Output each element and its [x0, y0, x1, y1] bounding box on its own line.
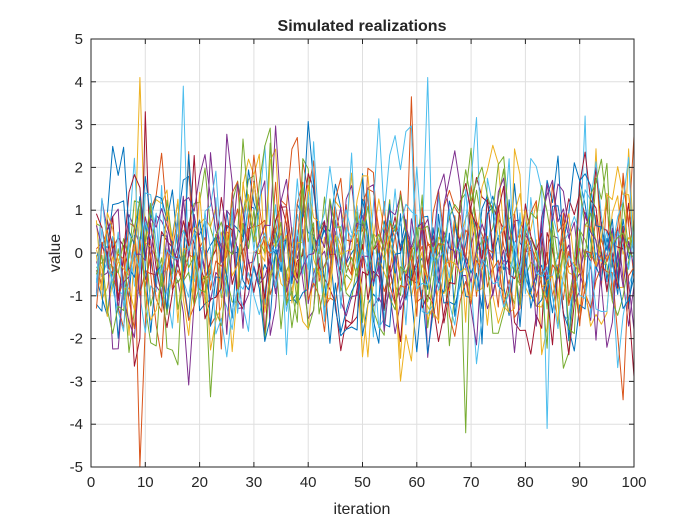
series-line-6	[96, 77, 635, 429]
series-line-19	[95, 127, 635, 366]
x-tick-label: 40	[300, 474, 317, 491]
y-tick-label: 2	[75, 159, 83, 176]
x-tick-label: 60	[408, 474, 425, 491]
series-line-12	[96, 147, 635, 398]
x-axis-label: iteration	[334, 501, 391, 518]
x-tick-label: 30	[246, 474, 263, 491]
y-tick-label: -1	[70, 288, 83, 305]
y-tick-label: 1	[75, 202, 83, 219]
series-line-14	[95, 151, 635, 377]
chart-title: Simulated realizations	[278, 18, 447, 35]
x-tick-label: 70	[463, 474, 480, 491]
x-tick-label: 90	[571, 474, 588, 491]
series-line-10	[95, 144, 635, 359]
y-tick-label: -3	[70, 373, 83, 390]
y-tick-label: 3	[75, 117, 83, 134]
ticks: 0 10 20 30 40 50 60 70 80 90 100 -5 -4 -3 -2 -1 0 1 2 3 4 5	[70, 31, 647, 491]
x-tick-label: 20	[191, 474, 208, 491]
series-group	[95, 77, 635, 468]
x-tick-label: 100	[621, 474, 646, 491]
series-line-17	[95, 148, 635, 382]
x-tick-label: 50	[354, 474, 371, 491]
y-tick-label: -2	[70, 331, 83, 348]
x-tick-label: 10	[137, 474, 154, 491]
series-line-11	[95, 133, 635, 358]
x-tick-label: 80	[517, 474, 534, 491]
series-line-18	[95, 125, 635, 353]
y-tick-label: 4	[75, 74, 83, 91]
x-tick-label: 0	[87, 474, 95, 491]
y-axis-label: value	[47, 234, 64, 272]
series-line-20	[95, 118, 635, 358]
y-tick-label: -5	[70, 459, 83, 476]
y-tick-label: 0	[75, 245, 83, 262]
y-tick-label: 5	[75, 31, 83, 48]
y-tick-label: -4	[70, 416, 83, 433]
